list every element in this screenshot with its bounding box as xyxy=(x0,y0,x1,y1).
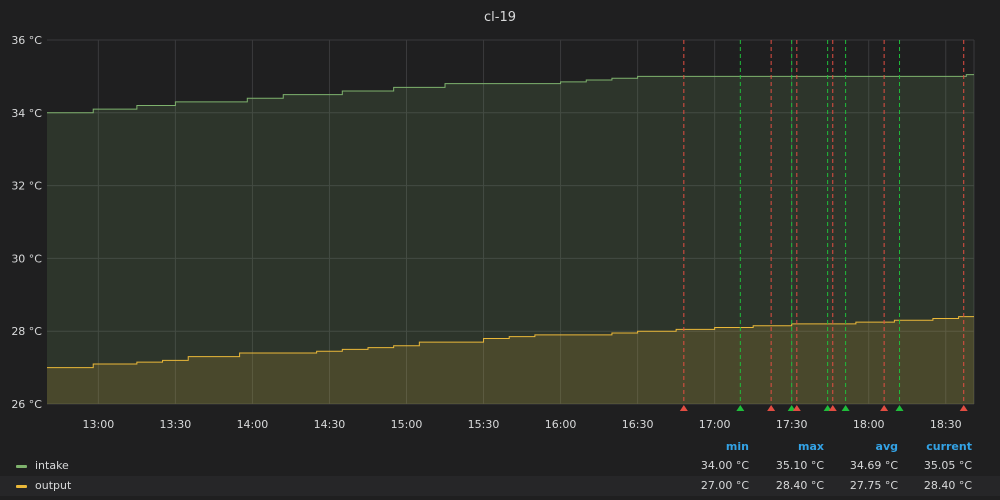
legend-header-current[interactable]: current xyxy=(926,440,972,453)
chart-canvas[interactable]: 26 °C 28 °C 30 °C 32 °C 34 °C 36 °C 13:00 13:30… xyxy=(0,0,1000,440)
legend-header-min[interactable]: min xyxy=(725,440,749,453)
series-max: 28.40 °C xyxy=(775,479,824,492)
annotation-marker xyxy=(767,405,776,411)
series-line-intake xyxy=(47,74,974,114)
y-tick-label: 32 °C xyxy=(11,180,42,193)
panel-title[interactable]: cl-19 xyxy=(484,10,516,25)
series-name[interactable]: output xyxy=(35,479,72,492)
x-tick-label: 13:00 xyxy=(83,418,115,431)
x-tick-label: 15:30 xyxy=(468,418,500,431)
legend-row-output[interactable]: output 27.00 °C 28.40 °C 27.75 °C 28.40 … xyxy=(0,476,1000,496)
series-area-intake xyxy=(47,74,974,404)
series-color-swatch[interactable] xyxy=(16,485,27,488)
annotation-marker xyxy=(959,405,968,411)
x-tick-label: 17:30 xyxy=(776,418,808,431)
series-name[interactable]: intake xyxy=(35,459,69,472)
series-max: 35.10 °C xyxy=(775,459,824,472)
annotation-marker xyxy=(736,405,745,411)
series-avg: 27.75 °C xyxy=(849,479,898,492)
legend-header-max[interactable]: max xyxy=(798,440,824,453)
x-tick-label: 16:30 xyxy=(622,418,654,431)
series-avg: 34.69 °C xyxy=(849,459,898,472)
x-tick-label: 18:00 xyxy=(853,418,885,431)
x-tick-label: 14:30 xyxy=(314,418,346,431)
series-area-output xyxy=(47,316,974,404)
series-min: 34.00 °C xyxy=(700,459,749,472)
series-current: 28.40 °C xyxy=(923,479,972,492)
x-tick-label: 18:30 xyxy=(930,418,962,431)
series-line-output xyxy=(47,316,974,369)
legend-header-avg[interactable]: avg xyxy=(875,440,898,453)
annotation-marker xyxy=(880,405,889,411)
x-tick-label: 16:00 xyxy=(545,418,577,431)
y-tick-label: 26 °C xyxy=(11,398,42,411)
x-tick-label: 17:00 xyxy=(699,418,731,431)
x-tick-label: 14:00 xyxy=(237,418,269,431)
legend-header: min max avg current xyxy=(0,436,1000,456)
y-tick-label: 34 °C xyxy=(11,107,42,120)
annotation-marker xyxy=(792,405,801,411)
annotation-marker xyxy=(823,405,832,411)
series-color-swatch[interactable] xyxy=(16,465,27,468)
y-tick-label: 30 °C xyxy=(11,252,42,265)
annotation-marker xyxy=(895,405,904,411)
annotation-marker xyxy=(679,405,688,411)
annotation-marker xyxy=(787,405,796,411)
x-tick-label: 13:30 xyxy=(160,418,192,431)
annotation-marker xyxy=(828,405,837,411)
annotation-marker xyxy=(841,405,850,411)
legend-row-intake[interactable]: intake 34.00 °C 35.10 °C 34.69 °C 35.05 … xyxy=(0,456,1000,476)
legend-table: min max avg current intake 34.00 °C 35.1… xyxy=(0,436,1000,496)
x-tick-label: 15:00 xyxy=(391,418,423,431)
series-current: 35.05 °C xyxy=(923,459,972,472)
y-tick-label: 28 °C xyxy=(11,325,42,338)
series-min: 27.00 °C xyxy=(700,479,749,492)
y-tick-label: 36 °C xyxy=(11,34,42,47)
